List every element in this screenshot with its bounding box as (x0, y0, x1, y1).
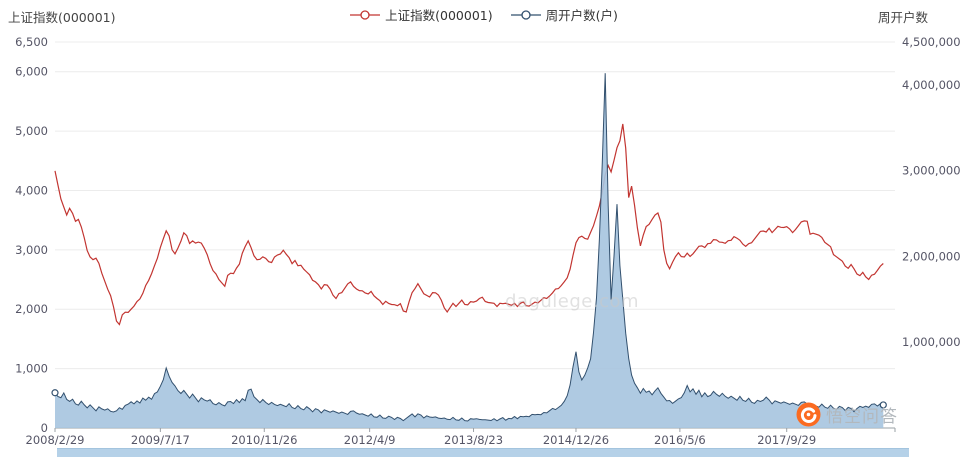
x-axis-label: 2008/2/29 (26, 433, 85, 447)
x-axis-label: 2010/11/26 (231, 433, 297, 447)
left-axis-label: 1,000 (15, 362, 48, 376)
x-axis-label: 2017/9/29 (757, 433, 816, 447)
right-axis-title: 周开户数 (877, 10, 928, 25)
right-axis-label: 4,000,000 (902, 78, 961, 92)
site-watermark: dagulege.com (505, 291, 640, 312)
left-axis-label: 2,000 (15, 302, 48, 316)
series-endpoint-marker (879, 401, 887, 409)
left-axis-label: 3,000 (15, 243, 48, 257)
x-axis-label: 2013/8/23 (444, 433, 503, 447)
chart-legend: 上证指数(000001) 周开户数(户) (0, 5, 968, 24)
line-circle-marker-icon (350, 9, 381, 20)
series-endpoint-marker (51, 389, 59, 397)
x-axis-label: 2009/7/17 (131, 433, 190, 447)
legend-label-weekly-accounts: 周开户数(户) (545, 8, 618, 23)
plot-area[interactable] (55, 42, 895, 428)
horizontal-scrollbar[interactable] (57, 448, 909, 457)
x-axis-label: 2016/5/6 (654, 433, 706, 447)
wukong-brand-text: 悟空问答 (826, 407, 898, 427)
x-axis-label: 2012/4/9 (344, 433, 396, 447)
sse-index-line (54, 123, 884, 326)
right-axis-label: 3,000,000 (902, 164, 961, 178)
left-axis-label: 0 (41, 421, 48, 435)
right-axis-label: 2,000,000 (902, 249, 961, 263)
left-axis-title: 上证指数(000001) (8, 10, 116, 25)
left-axis-label: 4,000 (15, 183, 48, 197)
legend-item-weekly-accounts[interactable]: 周开户数(户) (510, 5, 618, 24)
left-axis-label: 6,500 (15, 35, 48, 49)
wukong-wenda-badge: 悟空问答 (796, 402, 898, 427)
right-axis-label: 1,000,000 (902, 335, 961, 349)
right-axis-label: 4,500,000 (902, 35, 961, 49)
x-axis-label: 2014/12/26 (543, 433, 609, 447)
legend-label-sse-index: 上证指数(000001) (385, 8, 493, 23)
left-axis-label: 5,000 (15, 124, 48, 138)
wukong-logo-icon (796, 402, 821, 427)
left-axis-label: 6,000 (15, 65, 48, 79)
legend-item-sse-index[interactable]: 上证指数(000001) (350, 5, 493, 24)
weekly-accounts-line (54, 73, 884, 422)
line-circle-marker-icon (510, 9, 541, 20)
